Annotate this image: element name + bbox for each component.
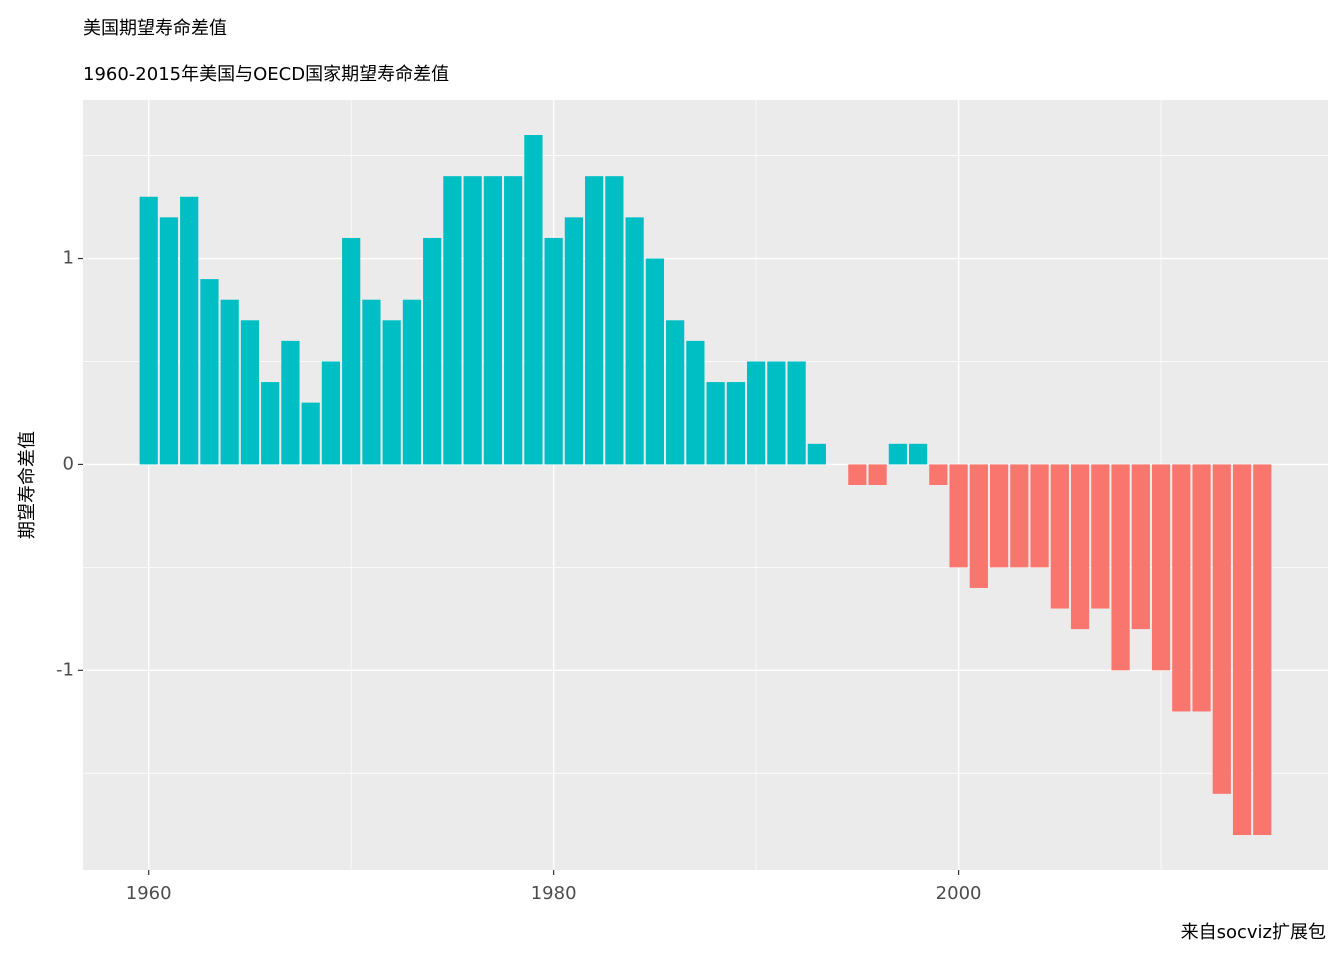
bar (139, 196, 158, 465)
bar (747, 361, 766, 465)
x-tick-label: 2000 (936, 883, 982, 904)
bar (1212, 464, 1231, 794)
bar (524, 135, 543, 465)
bar (787, 361, 806, 465)
y-tick-label: 1 (63, 248, 74, 269)
bar (585, 176, 604, 465)
bar (989, 464, 1009, 568)
bar (544, 237, 563, 465)
bar (463, 176, 482, 465)
x-tick-label: 1980 (531, 883, 577, 904)
bar (1131, 464, 1150, 630)
bar (1091, 464, 1110, 609)
bar (261, 382, 280, 465)
bar (666, 320, 685, 465)
bar (321, 361, 341, 465)
bar (443, 176, 462, 465)
chart-title: 美国期望寿命差值 (83, 18, 227, 39)
bar (301, 402, 320, 465)
bar (969, 464, 988, 588)
bar (1050, 464, 1069, 609)
bar (504, 176, 523, 465)
bar (1172, 464, 1191, 712)
bar (240, 320, 260, 465)
bar (625, 217, 644, 465)
bar (281, 340, 300, 465)
bar (382, 320, 401, 465)
chart-subtitle: 1960-2015年美国与OECD国家期望寿命差值 (83, 64, 449, 85)
bar (949, 464, 968, 568)
bar (726, 382, 745, 465)
bar (1232, 464, 1252, 835)
bar (1070, 464, 1090, 630)
caption: 来自socviz扩展包 (1181, 922, 1326, 943)
bar (706, 382, 725, 465)
bar (645, 258, 664, 465)
bar (1111, 464, 1130, 671)
bar (807, 443, 826, 465)
bar (1010, 464, 1029, 568)
bar (1253, 464, 1272, 835)
bar (605, 176, 624, 465)
bar (686, 340, 705, 465)
x-tick-label: 1960 (126, 883, 172, 904)
bar (1151, 464, 1171, 671)
y-tick-label: -1 (56, 659, 74, 680)
bar (342, 237, 361, 465)
bar (888, 443, 907, 465)
bar (929, 464, 948, 485)
bar (362, 299, 381, 465)
bar (767, 361, 786, 465)
bar (848, 464, 867, 485)
bar (483, 176, 503, 465)
y-axis-label: 期望寿命差值 (17, 431, 38, 539)
bar (908, 443, 928, 465)
bar (564, 217, 584, 465)
bar (423, 237, 442, 465)
bar (1030, 464, 1049, 568)
bar (220, 299, 239, 465)
bar (402, 299, 422, 465)
y-tick-label: 0 (63, 453, 74, 474)
bar (1192, 464, 1211, 712)
bar (159, 217, 179, 465)
bar (200, 279, 219, 465)
bar (868, 464, 887, 485)
bar (180, 196, 199, 465)
